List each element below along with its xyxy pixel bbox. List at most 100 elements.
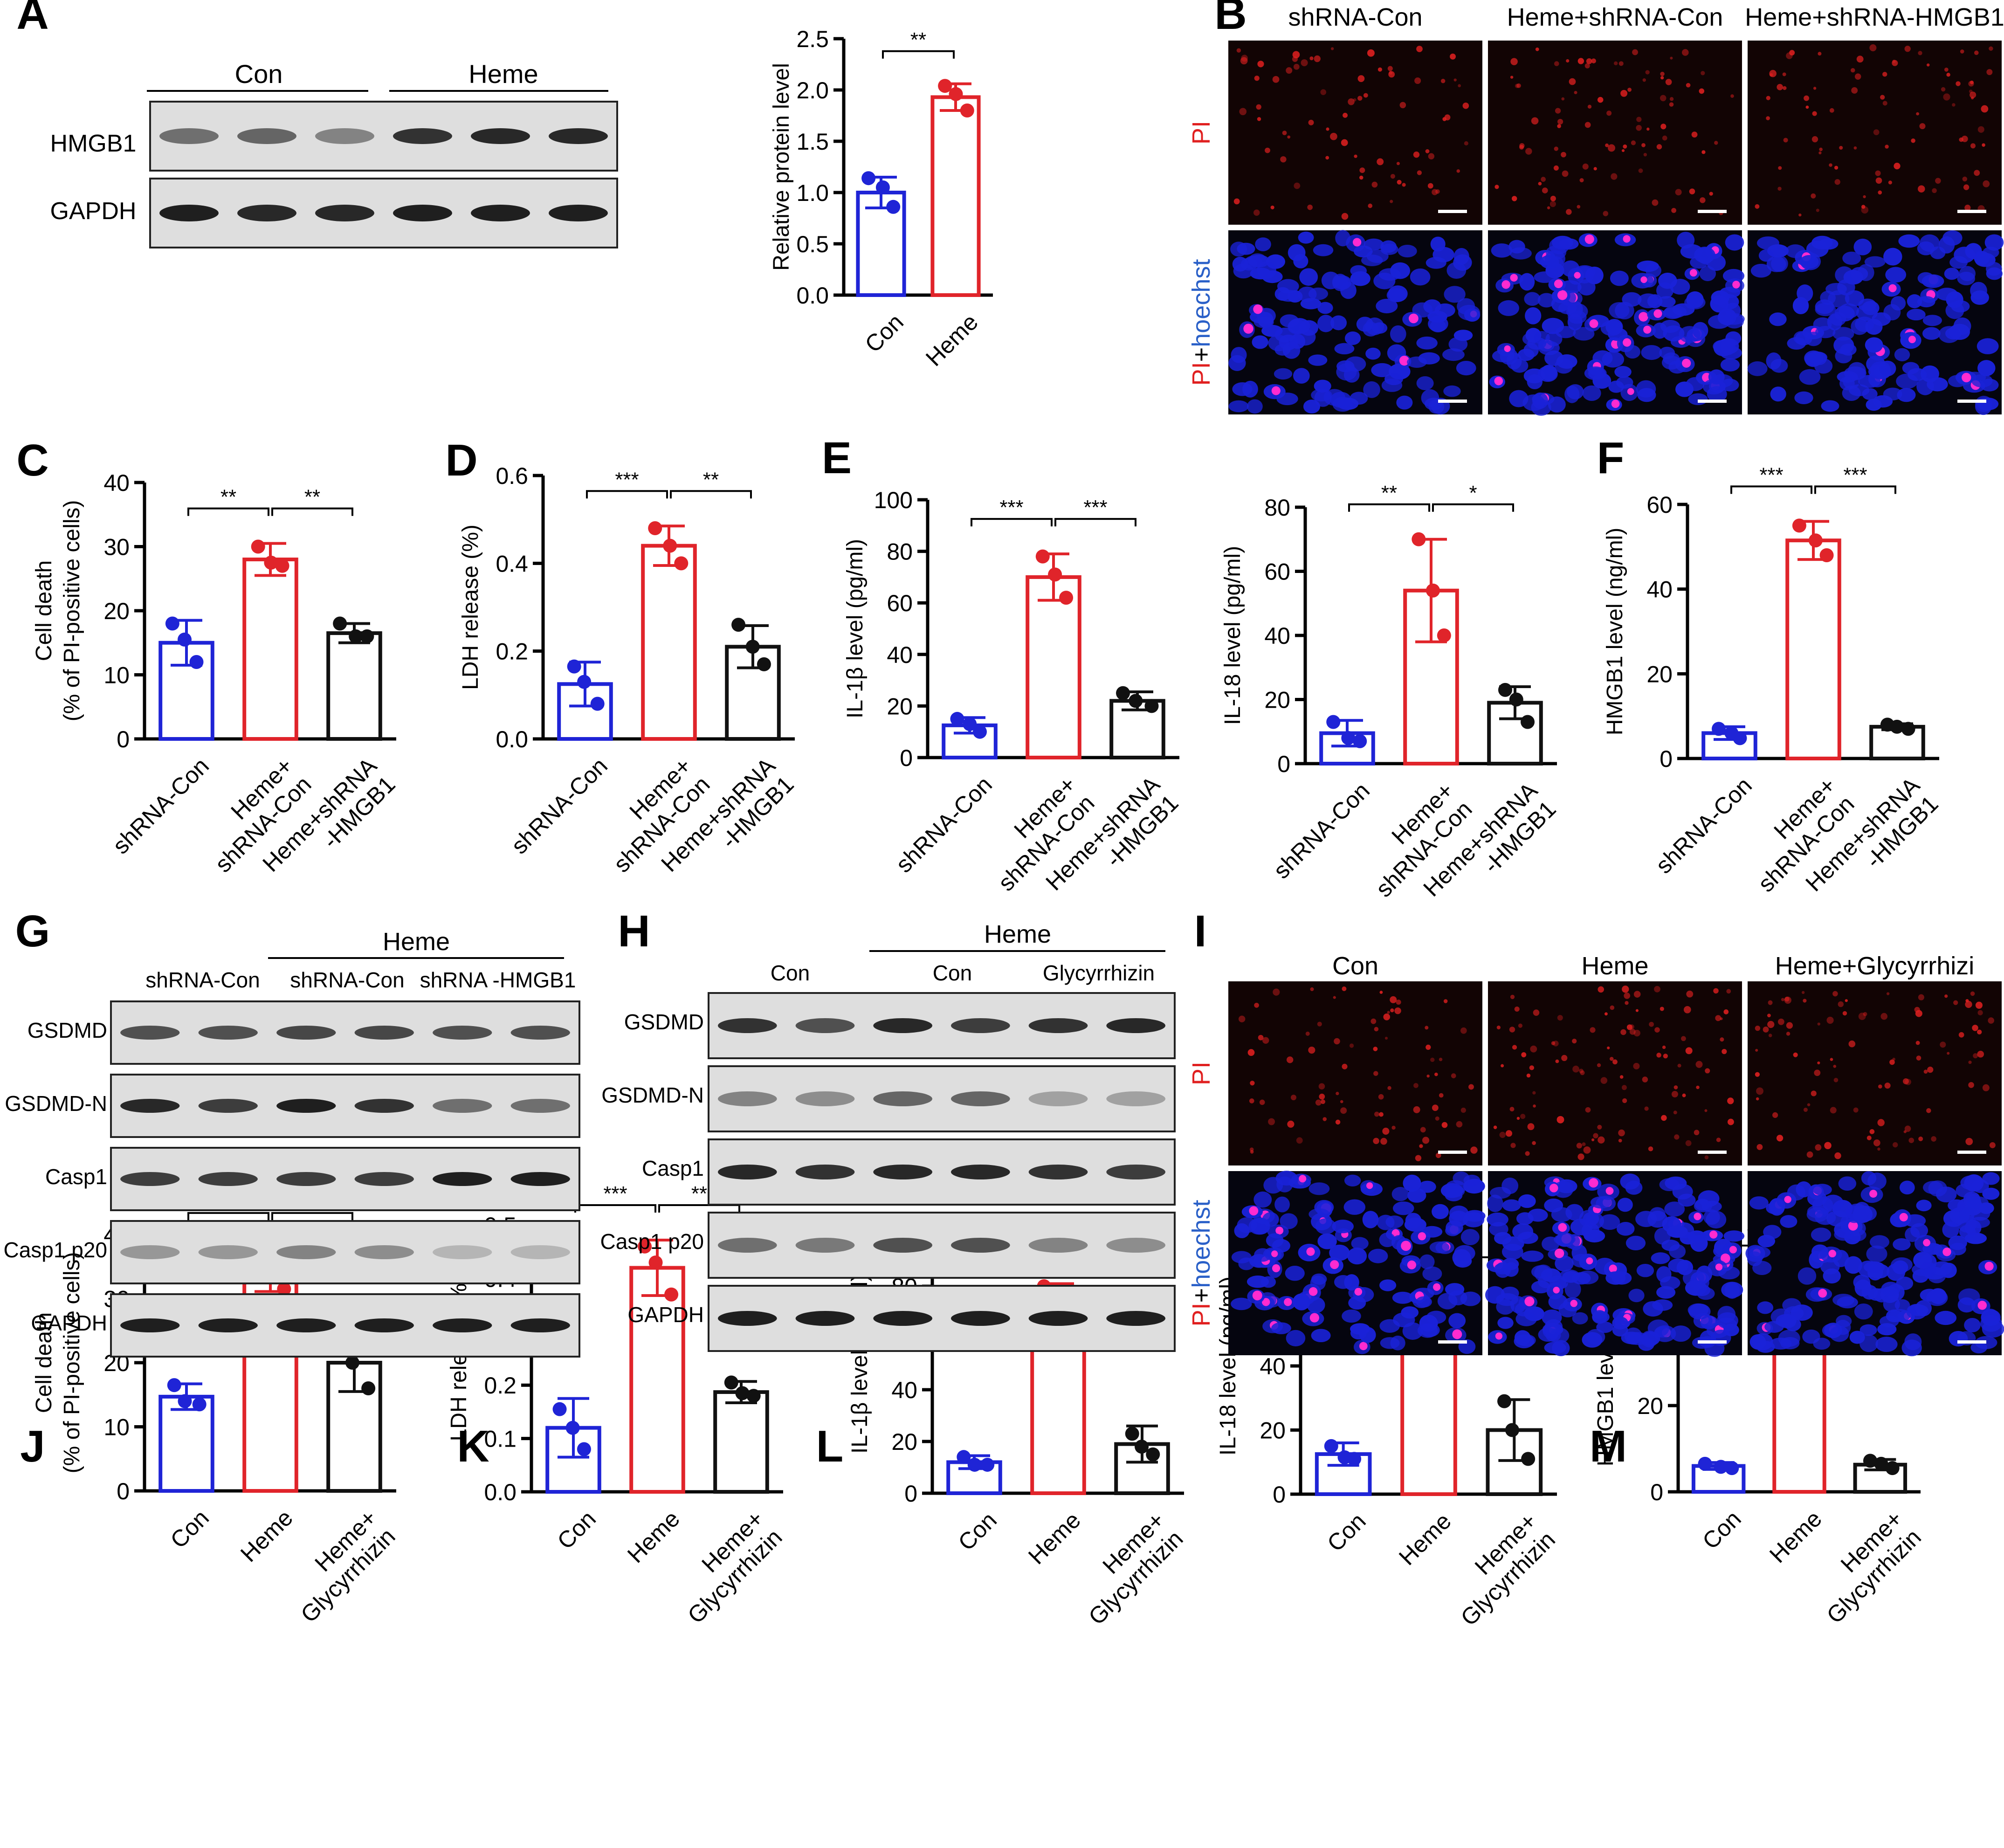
significance-bracket <box>882 50 955 59</box>
nucleus <box>1449 1211 1468 1227</box>
nucleus <box>1919 234 1940 252</box>
pi-signal <box>1783 138 1788 143</box>
pi-signal <box>1359 175 1364 180</box>
data-point <box>1426 583 1440 598</box>
nucleus <box>1628 1289 1645 1303</box>
pi-signal <box>1432 1104 1439 1111</box>
nucleus <box>1944 268 1960 280</box>
x-tick-label-line: Con <box>1322 1508 1370 1556</box>
image-row-label: PI+hoechst <box>1187 259 1215 386</box>
y-tick-label: 20 <box>1637 1393 1663 1419</box>
pi-signal <box>1257 117 1261 121</box>
blot-band <box>198 1172 258 1186</box>
pi-signal <box>1315 1099 1322 1106</box>
data-point <box>333 616 347 631</box>
pi-signal <box>1767 1021 1775 1028</box>
pi-signal <box>1767 1014 1771 1018</box>
pi-signal <box>1622 986 1629 993</box>
pi-nucleus <box>1554 279 1563 289</box>
y-axis-label: Cell death <box>32 1312 56 1413</box>
pi-signal <box>1496 1025 1501 1030</box>
nucleus <box>1766 256 1786 272</box>
nucleus <box>1770 386 1786 402</box>
blot-band <box>549 128 608 144</box>
nucleus <box>1307 1296 1325 1313</box>
pi-signal <box>1635 1009 1639 1012</box>
nucleus <box>1445 1283 1465 1296</box>
data-point <box>735 1386 750 1400</box>
significance-bracket <box>586 490 668 499</box>
nucleus <box>1534 271 1556 283</box>
nucleus <box>1922 327 1941 340</box>
nucleus <box>1523 343 1539 358</box>
data-point <box>577 1442 591 1456</box>
pi-signal <box>1956 81 1961 86</box>
significance-bracket <box>187 1212 269 1221</box>
pi-signal <box>1642 1076 1648 1083</box>
image-column-label: Heme+shRNA-Con <box>1507 3 1723 31</box>
nucleus <box>1386 288 1406 303</box>
pi-signal <box>1811 193 1816 199</box>
blot-band <box>718 1311 777 1326</box>
nucleus <box>1392 1201 1414 1215</box>
pi-signal <box>1636 117 1642 122</box>
nucleus <box>1854 1279 1872 1297</box>
pi-signal <box>1633 991 1641 998</box>
blot-column-label: Glycyrrhizin <box>1043 961 1155 985</box>
nucleus <box>1390 1335 1405 1351</box>
nucleus <box>1261 324 1283 337</box>
data-point <box>264 555 278 570</box>
nucleus <box>1564 1280 1581 1298</box>
pi-signal <box>1428 153 1435 159</box>
data-point <box>1890 719 1904 734</box>
pi-signal <box>1493 1125 1497 1129</box>
pi-signal <box>1709 192 1713 196</box>
y-tick-label: 0.0 <box>496 726 528 752</box>
pi-signal <box>1981 105 1989 113</box>
y-tick-label: 20 <box>1264 687 1290 713</box>
pi-signal <box>1786 1032 1791 1036</box>
nucleus <box>1844 1256 1862 1274</box>
pi-signal <box>1585 1107 1591 1113</box>
nucleus <box>1288 318 1310 334</box>
pi-signal <box>1833 1065 1837 1068</box>
pi-signal <box>1340 1100 1343 1103</box>
nucleus <box>1253 1191 1272 1208</box>
pi-signal <box>1422 1137 1430 1144</box>
x-tick-label-line: Con <box>1697 1505 1746 1554</box>
nucleus <box>1521 1250 1544 1262</box>
nucleus <box>1615 302 1634 320</box>
data-point <box>1521 715 1535 729</box>
nucleus <box>1380 240 1397 253</box>
pi-signal <box>1819 147 1823 152</box>
blot-band <box>1106 1311 1166 1326</box>
nucleus <box>1392 1291 1413 1304</box>
nucleus <box>1865 337 1883 353</box>
pi-signal <box>1236 48 1241 53</box>
nucleus <box>1757 1234 1776 1248</box>
nucleus <box>1832 327 1854 341</box>
nucleus <box>1407 1188 1426 1203</box>
pi-signal <box>1413 152 1420 158</box>
nucleus <box>1652 322 1667 339</box>
data-point <box>875 180 890 194</box>
pi-signal <box>1287 1120 1295 1128</box>
nucleus <box>1978 1202 1994 1214</box>
pi-signal <box>1379 991 1383 994</box>
pi-signal <box>1633 1062 1640 1069</box>
pi-signal <box>1521 1052 1527 1057</box>
pi-signal <box>1510 58 1518 65</box>
x-tick-label: Heme <box>921 309 983 371</box>
pi-signal <box>1916 1055 1921 1061</box>
nucleus <box>1669 1244 1686 1259</box>
data-point <box>1711 722 1726 736</box>
pi-signal <box>1892 60 1898 66</box>
pi-signal <box>1425 1026 1429 1030</box>
y-tick-label: 10 <box>103 1414 130 1441</box>
nucleus <box>1428 399 1445 414</box>
pi-nucleus <box>1494 377 1503 386</box>
pi-signal <box>1636 124 1642 131</box>
pi-signal <box>1526 1073 1531 1078</box>
pi-signal <box>1460 1027 1467 1034</box>
